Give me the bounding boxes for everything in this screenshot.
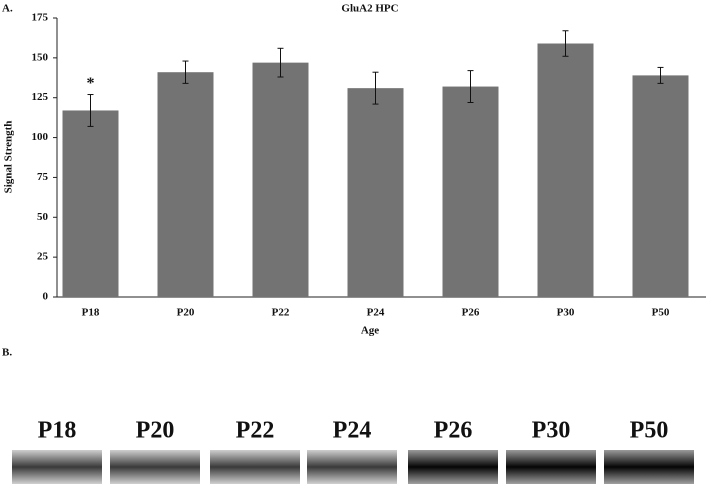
y-tick-label: 0 bbox=[43, 291, 49, 303]
blot-band bbox=[408, 450, 498, 484]
blot-band bbox=[506, 450, 596, 484]
blot-band bbox=[110, 450, 200, 484]
y-tick-label: 100 bbox=[32, 131, 49, 143]
bar bbox=[62, 110, 119, 298]
bar bbox=[537, 43, 594, 297]
lane-label: P26 bbox=[434, 418, 473, 444]
blot-band bbox=[210, 450, 300, 484]
x-tick-label: P22 bbox=[272, 307, 290, 319]
bar bbox=[252, 62, 309, 297]
blot-band bbox=[12, 450, 102, 484]
bar bbox=[632, 75, 689, 297]
lane-label: P30 bbox=[532, 418, 571, 444]
y-tick-label: 175 bbox=[32, 12, 49, 24]
lane-label: P20 bbox=[136, 418, 175, 444]
annotation: * bbox=[87, 75, 95, 92]
y-tick-label: 25 bbox=[37, 251, 49, 263]
lane-label: P50 bbox=[630, 418, 669, 444]
panel-label: B. bbox=[2, 347, 12, 359]
y-axis-title: Signal Strength bbox=[3, 121, 15, 194]
x-tick-label: P18 bbox=[82, 307, 100, 319]
lane-label: P22 bbox=[236, 418, 275, 444]
x-tick-label: P24 bbox=[367, 307, 385, 319]
blot-band bbox=[604, 450, 694, 484]
chart-title: GluA2 HPC bbox=[341, 3, 398, 15]
y-tick-label: 150 bbox=[32, 51, 49, 63]
y-tick-label: 125 bbox=[32, 91, 49, 103]
x-axis-title: Age bbox=[361, 325, 379, 337]
lane-label: P18 bbox=[38, 418, 77, 444]
x-tick-label: P50 bbox=[652, 307, 670, 319]
y-tick-label: 50 bbox=[37, 211, 49, 223]
x-tick-label: P26 bbox=[462, 307, 480, 319]
western-blot bbox=[12, 450, 694, 484]
x-tick-label: P20 bbox=[177, 307, 195, 319]
bar bbox=[442, 86, 499, 297]
bar bbox=[347, 88, 404, 297]
blot-band bbox=[307, 450, 397, 484]
panel-label: A. bbox=[2, 3, 13, 15]
y-tick-label: 75 bbox=[37, 171, 49, 183]
bar bbox=[157, 72, 214, 297]
x-tick-label: P30 bbox=[557, 307, 575, 319]
lane-label: P24 bbox=[333, 418, 372, 444]
